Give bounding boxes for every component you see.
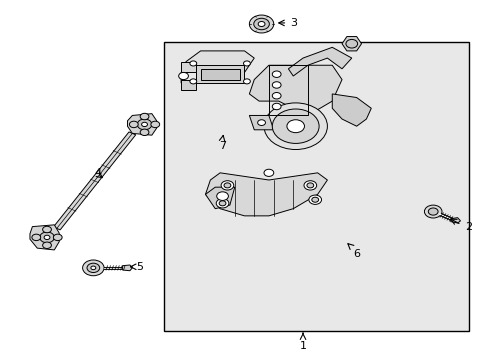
Polygon shape	[122, 265, 132, 271]
Circle shape	[189, 61, 196, 66]
Polygon shape	[205, 187, 234, 209]
Text: 5: 5	[136, 262, 143, 272]
Circle shape	[424, 205, 441, 218]
Circle shape	[82, 260, 104, 276]
Circle shape	[249, 15, 273, 33]
Circle shape	[286, 120, 304, 133]
Polygon shape	[30, 225, 59, 250]
Circle shape	[345, 40, 357, 48]
Circle shape	[87, 263, 100, 273]
Polygon shape	[331, 94, 370, 126]
Circle shape	[189, 79, 196, 84]
Text: 4: 4	[95, 168, 102, 178]
Circle shape	[311, 197, 318, 202]
Circle shape	[219, 201, 225, 206]
Polygon shape	[249, 116, 273, 130]
Circle shape	[427, 208, 437, 215]
Circle shape	[243, 79, 250, 84]
Circle shape	[304, 181, 316, 190]
Circle shape	[53, 234, 62, 240]
Text: 6: 6	[352, 248, 360, 258]
Circle shape	[42, 242, 51, 248]
Text: 3: 3	[289, 18, 296, 28]
Polygon shape	[181, 62, 195, 72]
Circle shape	[264, 169, 273, 176]
Circle shape	[272, 71, 281, 77]
Circle shape	[32, 234, 41, 240]
Polygon shape	[181, 80, 195, 90]
Circle shape	[42, 226, 51, 233]
Text: 1: 1	[299, 341, 306, 351]
Polygon shape	[181, 51, 254, 83]
Circle shape	[129, 121, 138, 128]
Circle shape	[253, 18, 269, 30]
Circle shape	[40, 232, 54, 243]
Polygon shape	[205, 173, 327, 216]
Polygon shape	[288, 47, 351, 76]
Circle shape	[44, 235, 50, 239]
Polygon shape	[127, 114, 157, 135]
Circle shape	[140, 113, 149, 120]
Circle shape	[308, 195, 321, 204]
Circle shape	[258, 22, 264, 27]
Circle shape	[306, 183, 313, 188]
Circle shape	[216, 199, 228, 208]
Circle shape	[272, 103, 281, 110]
Polygon shape	[450, 218, 460, 223]
Polygon shape	[249, 65, 341, 116]
Polygon shape	[341, 37, 361, 51]
Polygon shape	[195, 65, 244, 83]
Circle shape	[257, 120, 265, 126]
Polygon shape	[53, 132, 136, 230]
Circle shape	[224, 183, 230, 188]
Polygon shape	[200, 69, 239, 80]
Circle shape	[91, 266, 96, 270]
Circle shape	[264, 103, 327, 149]
Circle shape	[272, 93, 281, 99]
Circle shape	[243, 61, 250, 66]
Circle shape	[221, 181, 233, 190]
Text: 2: 2	[464, 222, 471, 231]
Circle shape	[272, 82, 281, 88]
Bar	[163, 42, 468, 330]
Circle shape	[216, 192, 228, 201]
Circle shape	[140, 129, 149, 135]
Text: 7: 7	[219, 141, 225, 151]
Circle shape	[137, 119, 152, 130]
Circle shape	[272, 109, 319, 143]
Circle shape	[151, 121, 159, 128]
Circle shape	[178, 72, 188, 80]
Circle shape	[142, 122, 147, 127]
